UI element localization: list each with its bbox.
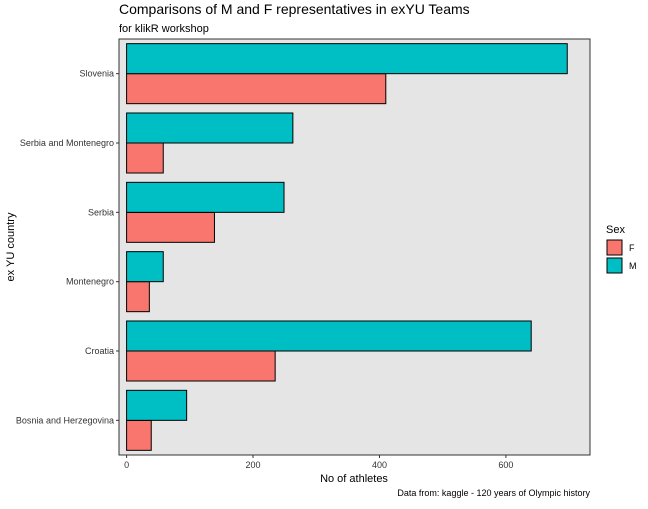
bar-serbia-and-montenegro-m bbox=[126, 112, 294, 144]
x-tick-label-0: 0 bbox=[124, 460, 129, 470]
y-tick-label-serbia-and-montenegro: Serbia and Montenegro bbox=[20, 138, 114, 148]
bar-slovenia-m bbox=[126, 43, 568, 75]
bar-slovenia-f bbox=[126, 73, 387, 105]
y-tick-label-serbia: Serbia bbox=[88, 207, 114, 217]
y-tick-label-montenegro: Montenegro bbox=[66, 277, 114, 287]
legend-title: Sex bbox=[606, 224, 625, 236]
legend-label-f: F bbox=[629, 243, 635, 253]
chart-subtitle: for klikR workshop bbox=[119, 23, 209, 35]
legend-swatch-f bbox=[606, 239, 623, 256]
bar-montenegro-m bbox=[126, 251, 164, 283]
legend-items: FM bbox=[606, 239, 637, 274]
chart-caption: Data from: kaggle - 120 years of Olympic… bbox=[397, 488, 590, 498]
y-tick-label-croatia: Croatia bbox=[85, 346, 114, 356]
y-tick-label-bosnia-and-herzegovina: Bosnia and Herzegovina bbox=[16, 415, 114, 425]
bar-bosnia-and-herzegovina-f bbox=[126, 419, 152, 451]
x-axis-label: No of athletes bbox=[320, 473, 388, 485]
legend-swatch-m bbox=[606, 257, 623, 274]
y-axis: Slovenia Serbia and Montenegro Serbia Monte… bbox=[16, 69, 119, 425]
bar-serbia-m bbox=[126, 181, 285, 213]
bar-bosnia-and-herzegovina-m bbox=[126, 389, 188, 421]
bars-group bbox=[126, 43, 568, 451]
x-tick-label-200: 200 bbox=[246, 460, 261, 470]
bar-serbia-and-montenegro-f bbox=[126, 142, 164, 174]
bar-serbia-f bbox=[126, 211, 215, 243]
legend-label-m: M bbox=[629, 261, 637, 271]
x-axis: 0 200 400 600 bbox=[124, 455, 513, 470]
bar-croatia-m bbox=[126, 320, 532, 352]
y-tick-label-slovenia: Slovenia bbox=[79, 69, 114, 79]
legend: Sex FM bbox=[606, 224, 637, 274]
plot-panel bbox=[118, 38, 591, 456]
bar-montenegro-f bbox=[126, 281, 150, 313]
y-axis-label: ex YU country bbox=[5, 212, 17, 281]
x-tick-label-600: 600 bbox=[498, 460, 513, 470]
bar-croatia-f bbox=[126, 350, 276, 382]
chart-title: Comparisons of M and F representatives i… bbox=[119, 1, 470, 17]
x-tick-label-400: 400 bbox=[372, 460, 387, 470]
